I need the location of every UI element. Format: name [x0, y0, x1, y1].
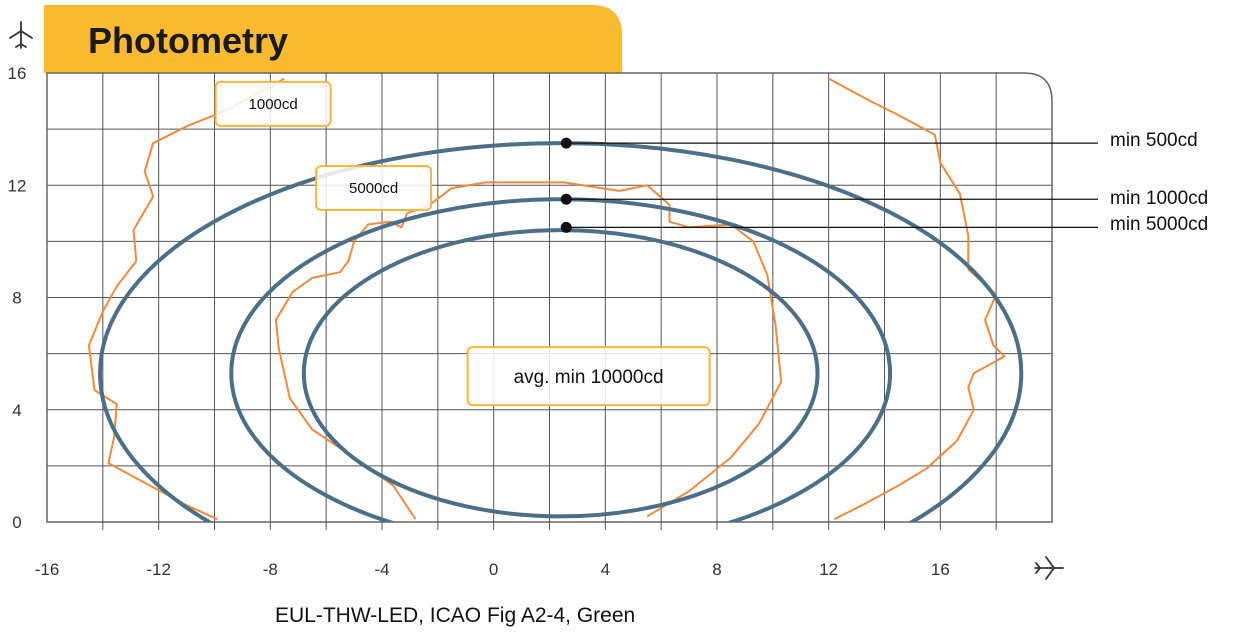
measured-curve	[828, 77, 1006, 521]
intensity-label: avg. min 10000cd	[514, 367, 664, 388]
caption: EUL-THW-LED, ICAO Fig A2-4, Green	[275, 604, 635, 627]
airplane-up-icon	[9, 21, 33, 49]
chart-title: Photometry	[88, 20, 288, 61]
x-tick-label: -12	[146, 560, 171, 579]
x-tick-label: -16	[35, 560, 60, 579]
measured-curve	[274, 181, 783, 520]
title-background	[44, 5, 622, 73]
intensity-label: 5000cd	[349, 180, 398, 197]
x-tick-label: 4	[601, 560, 610, 579]
y-tick-label: 8	[12, 289, 21, 308]
requirement-ellipse	[301, 228, 820, 519]
plot-frame	[46, 72, 1053, 523]
x-axis-ticks: -16 -12 -8 -4 0 4 8 12 16	[35, 560, 950, 579]
intensity-label-box	[214, 80, 332, 127]
requirement-ellipse	[98, 141, 1024, 522]
y-tick-label: 16	[8, 64, 27, 83]
callout-dot	[560, 221, 572, 233]
callout-label: min 5000cd	[1110, 214, 1208, 235]
intensity-label-box	[466, 346, 711, 407]
y-tick-label: 0	[12, 513, 21, 532]
callout-dot	[560, 137, 572, 149]
callout-label: min 500cd	[1110, 130, 1198, 151]
y-tick-label: 4	[12, 401, 21, 420]
measured-curves	[87, 77, 1006, 521]
x-tick-label: -4	[374, 560, 389, 579]
callout-label: min 1000cd	[1110, 188, 1208, 209]
requirement-ellipses	[98, 141, 1024, 522]
requirement-ellipse	[229, 197, 892, 522]
x-tick-label: 16	[931, 560, 950, 579]
y-axis-ticks: 0 4 8 12 16	[8, 64, 27, 532]
x-tick-label: 0	[489, 560, 498, 579]
measured-curve	[87, 77, 285, 521]
x-tick-label: 8	[712, 560, 721, 579]
x-tick-label: 12	[819, 560, 838, 579]
intensity-label-box	[315, 165, 433, 212]
callouts: min 500cd min 1000cd min 5000cd	[560, 130, 1208, 235]
airplane-right-icon	[1034, 556, 1064, 580]
x-tick-label: -8	[263, 560, 278, 579]
y-tick-label: 12	[8, 176, 27, 195]
callout-dot	[560, 193, 572, 205]
title-banner: Photometry	[44, 5, 622, 73]
intensity-labels: 1000cd 5000cd avg. min 10000cd	[214, 80, 711, 407]
grid	[47, 73, 1052, 530]
intensity-label: 1000cd	[249, 96, 298, 113]
